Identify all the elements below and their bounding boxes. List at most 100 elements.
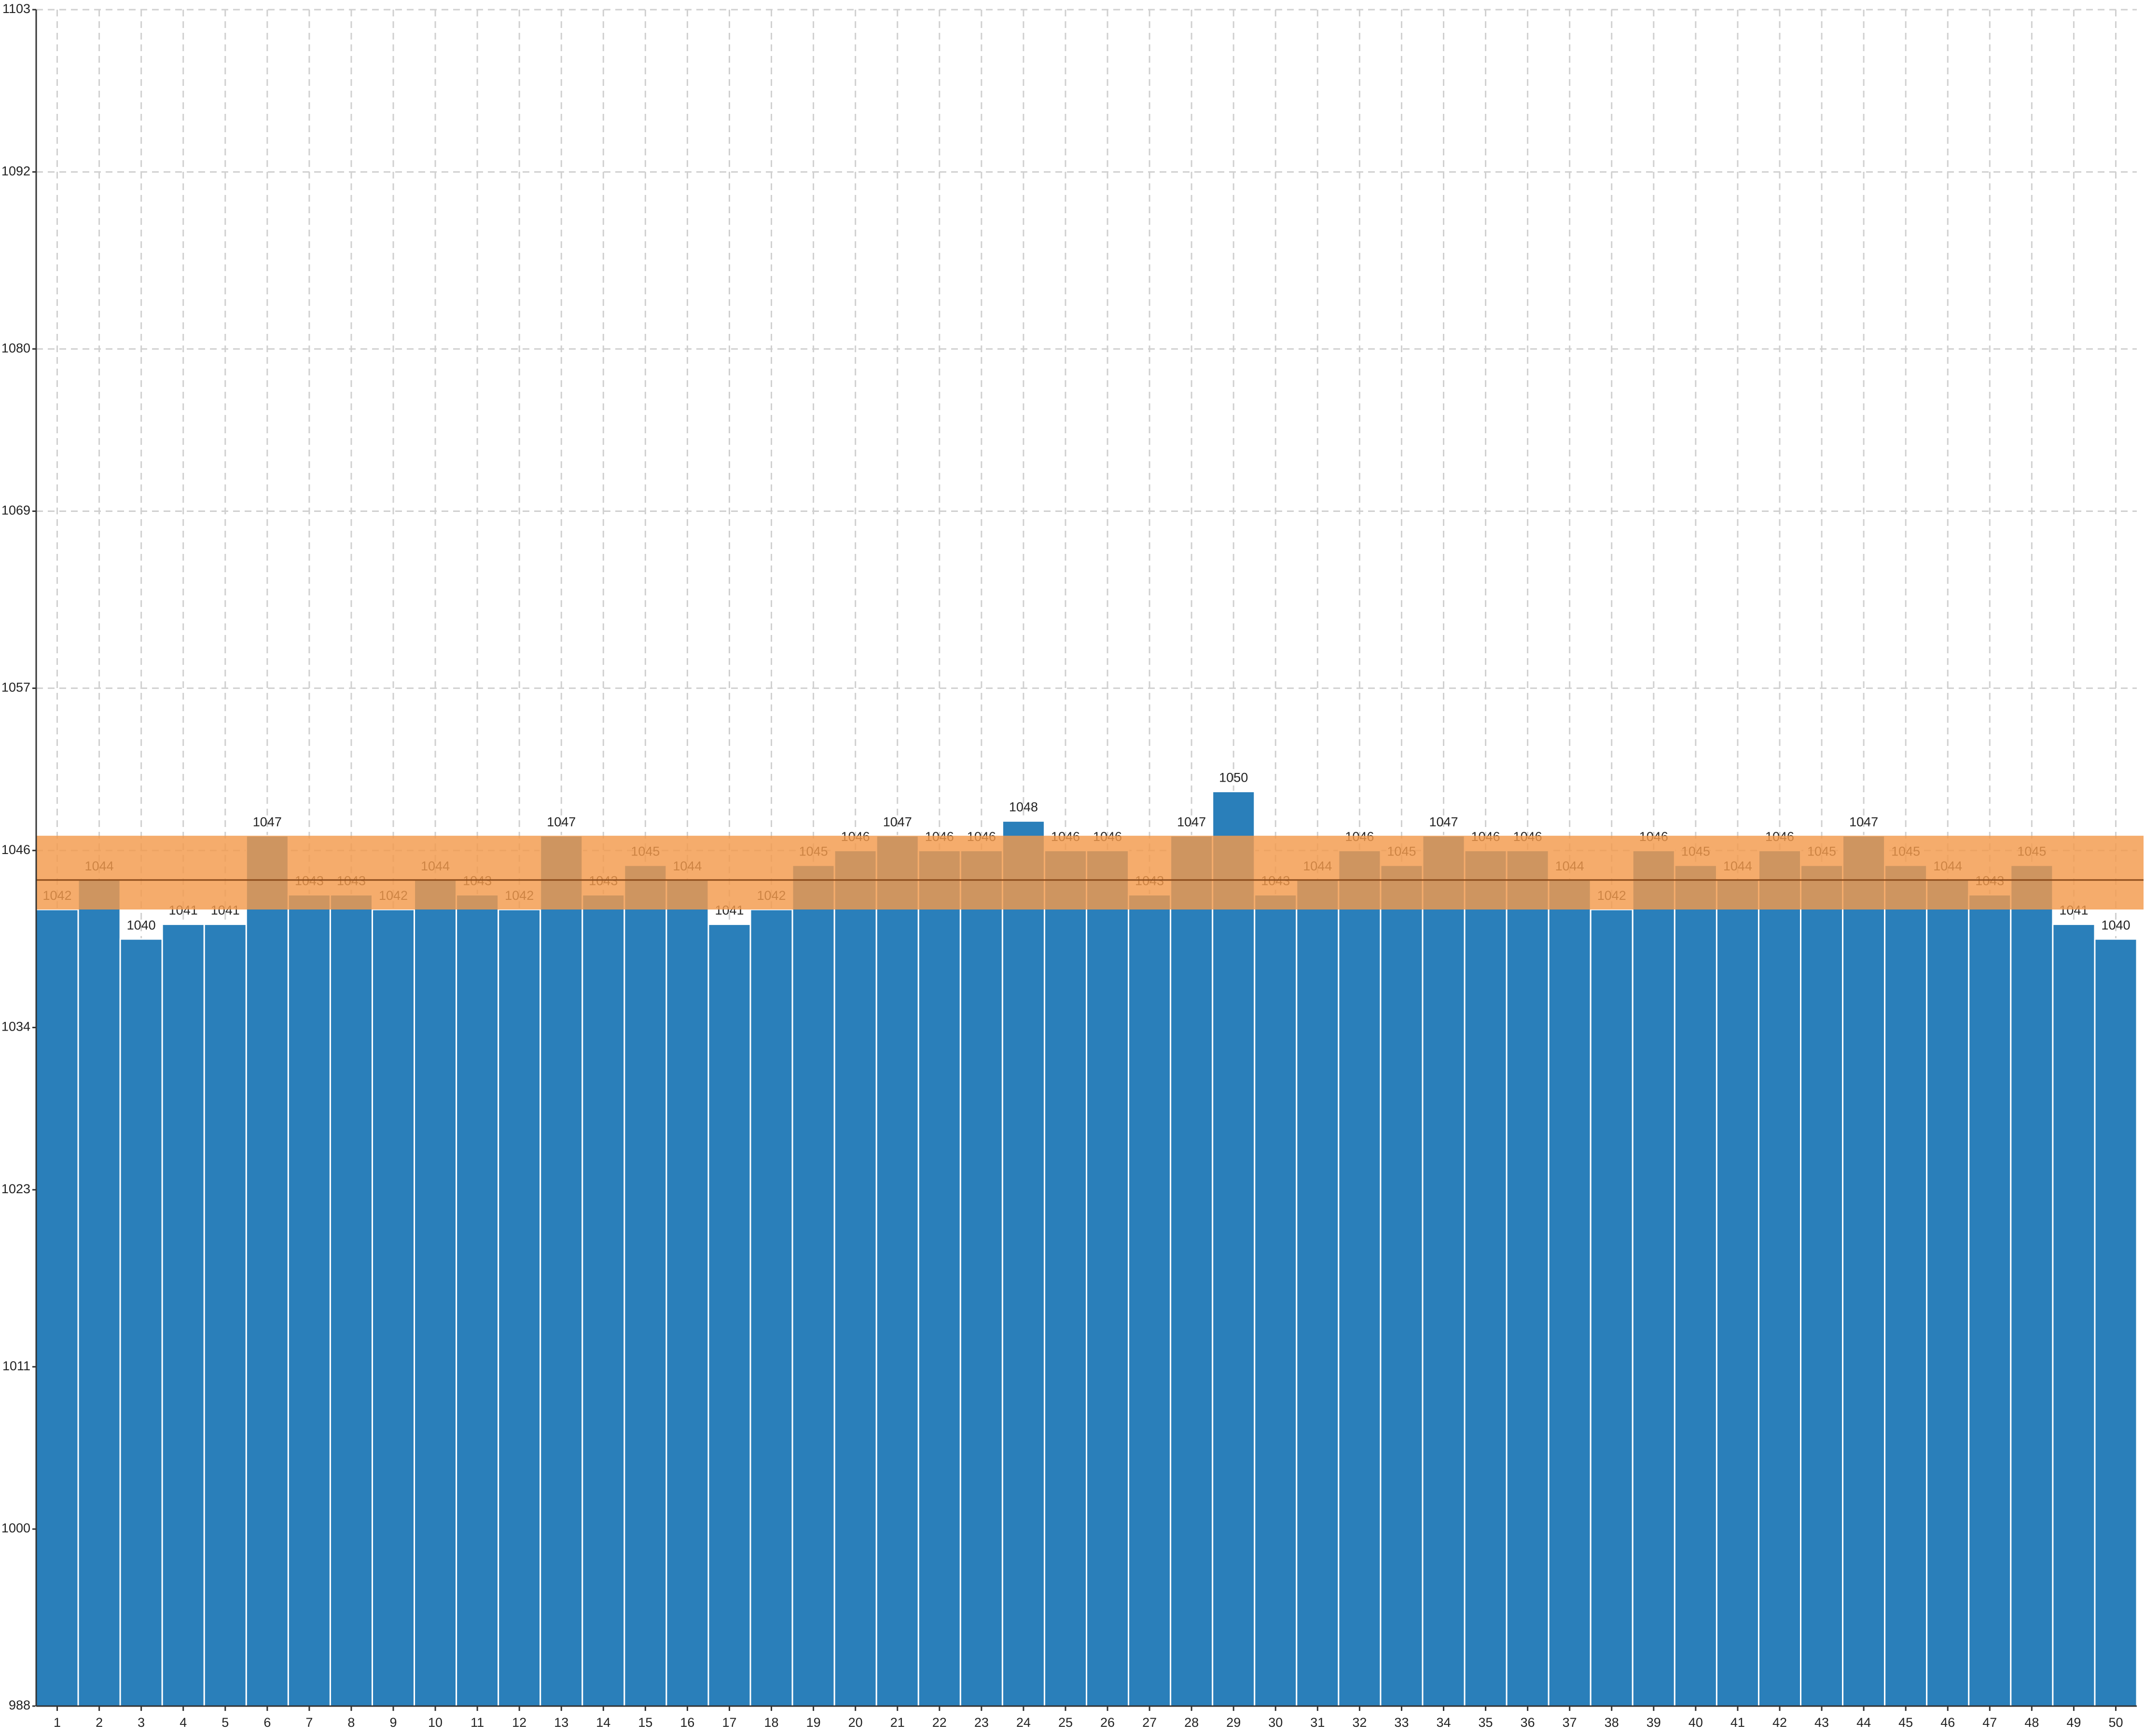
y-tick-label: 1103 <box>2 1 30 16</box>
bar <box>1506 850 1550 1707</box>
x-tick-label: 9 <box>389 1715 397 1730</box>
bar <box>414 879 457 1707</box>
bar <box>245 835 289 1707</box>
x-tick-label: 22 <box>932 1715 947 1730</box>
y-tick-label: 1034 <box>1 1020 30 1034</box>
bar <box>1170 835 1214 1707</box>
x-tick-label: 24 <box>1016 1715 1031 1730</box>
x-tick-label: 44 <box>1856 1715 1871 1730</box>
x-tick-label: 20 <box>848 1715 863 1730</box>
bar <box>1296 879 1340 1707</box>
y-tick-label: 1023 <box>1 1182 30 1196</box>
x-tick-label: 11 <box>471 1715 484 1730</box>
bar <box>456 894 499 1707</box>
bar <box>1590 909 1633 1707</box>
x-tick-label: 49 <box>2066 1715 2081 1730</box>
x-tick-label: 4 <box>180 1715 187 1730</box>
data-label: 1048 <box>1009 800 1038 814</box>
bar <box>371 909 415 1707</box>
bar <box>749 909 793 1707</box>
x-tick-label: 13 <box>554 1715 568 1730</box>
x-tick-label: 8 <box>347 1715 355 1730</box>
bar <box>35 909 79 1707</box>
x-tick-label: 38 <box>1605 1715 1619 1730</box>
x-tick-label: 15 <box>638 1715 652 1730</box>
y-tick-label: 1057 <box>1 680 30 695</box>
bar <box>1254 894 1298 1707</box>
bar <box>1716 879 1759 1707</box>
bar <box>161 923 205 1707</box>
x-tick-label: 10 <box>428 1715 443 1730</box>
x-tick-label: 25 <box>1058 1715 1073 1730</box>
x-tick-label: 1 <box>54 1715 61 1730</box>
bar <box>623 864 667 1707</box>
x-tick-label: 36 <box>1521 1715 1535 1730</box>
x-tick-label: 40 <box>1688 1715 1703 1730</box>
x-tick-label: 43 <box>1814 1715 1829 1730</box>
x-tick-label: 48 <box>2024 1715 2039 1730</box>
bar <box>875 835 919 1707</box>
bar <box>77 879 121 1707</box>
bar <box>1380 864 1424 1707</box>
y-tick-label: 1080 <box>1 341 30 355</box>
bar <box>707 923 751 1707</box>
x-tick-label: 41 <box>1730 1715 1745 1730</box>
bar <box>2052 923 2096 1707</box>
x-tick-label: 50 <box>2108 1715 2123 1730</box>
bar <box>1464 850 1508 1707</box>
data-label: 1050 <box>1219 771 1248 785</box>
bar <box>329 894 373 1707</box>
x-tick-label: 29 <box>1226 1715 1241 1730</box>
data-label: 1047 <box>1177 814 1206 829</box>
x-tick-label: 23 <box>974 1715 989 1730</box>
data-label: 1047 <box>1429 814 1458 829</box>
x-tick-label: 42 <box>1772 1715 1787 1730</box>
x-tick-label: 26 <box>1100 1715 1115 1730</box>
bar <box>540 835 583 1707</box>
x-tick-label: 12 <box>512 1715 526 1730</box>
x-tick-label: 5 <box>221 1715 229 1730</box>
bar <box>1338 850 1382 1707</box>
x-tick-label: 3 <box>138 1715 145 1730</box>
bar <box>833 850 877 1707</box>
range-band <box>36 836 2144 910</box>
bar <box>1212 790 1256 1707</box>
x-tick-label: 27 <box>1142 1715 1157 1730</box>
x-tick-label: 37 <box>1563 1715 1577 1730</box>
x-tick-label: 2 <box>96 1715 103 1730</box>
bar <box>1800 864 1844 1707</box>
x-tick-label: 18 <box>764 1715 779 1730</box>
data-label: 1047 <box>253 814 282 829</box>
bar <box>2010 864 2054 1707</box>
data-label: 1040 <box>127 918 156 932</box>
x-tick-label: 6 <box>263 1715 271 1730</box>
bar <box>1086 850 1130 1707</box>
bar <box>1926 879 1970 1707</box>
bar <box>287 894 331 1707</box>
bar <box>1001 820 1045 1707</box>
bar <box>1043 850 1087 1707</box>
y-tick-label: 1011 <box>2 1359 30 1373</box>
x-tick-label: 19 <box>806 1715 821 1730</box>
bar <box>498 909 541 1707</box>
x-tick-label: 34 <box>1436 1715 1451 1730</box>
bar <box>1422 835 1466 1707</box>
y-tick-label: 1092 <box>1 164 30 178</box>
y-tick-label: 1046 <box>1 842 30 857</box>
x-tick-label: 30 <box>1268 1715 1283 1730</box>
x-tick-label: 47 <box>1982 1715 1997 1730</box>
bar <box>791 864 835 1707</box>
bar <box>119 938 163 1707</box>
bar <box>1968 894 2012 1707</box>
x-tick-label: 46 <box>1940 1715 1955 1730</box>
x-tick-label: 35 <box>1479 1715 1493 1730</box>
bar <box>581 894 625 1707</box>
x-tick-label: 33 <box>1394 1715 1409 1730</box>
x-tick-label: 21 <box>890 1715 905 1730</box>
bar <box>1884 864 1928 1707</box>
bar <box>2094 938 2138 1707</box>
x-tick-label: 28 <box>1184 1715 1199 1730</box>
bar <box>1128 894 1172 1707</box>
